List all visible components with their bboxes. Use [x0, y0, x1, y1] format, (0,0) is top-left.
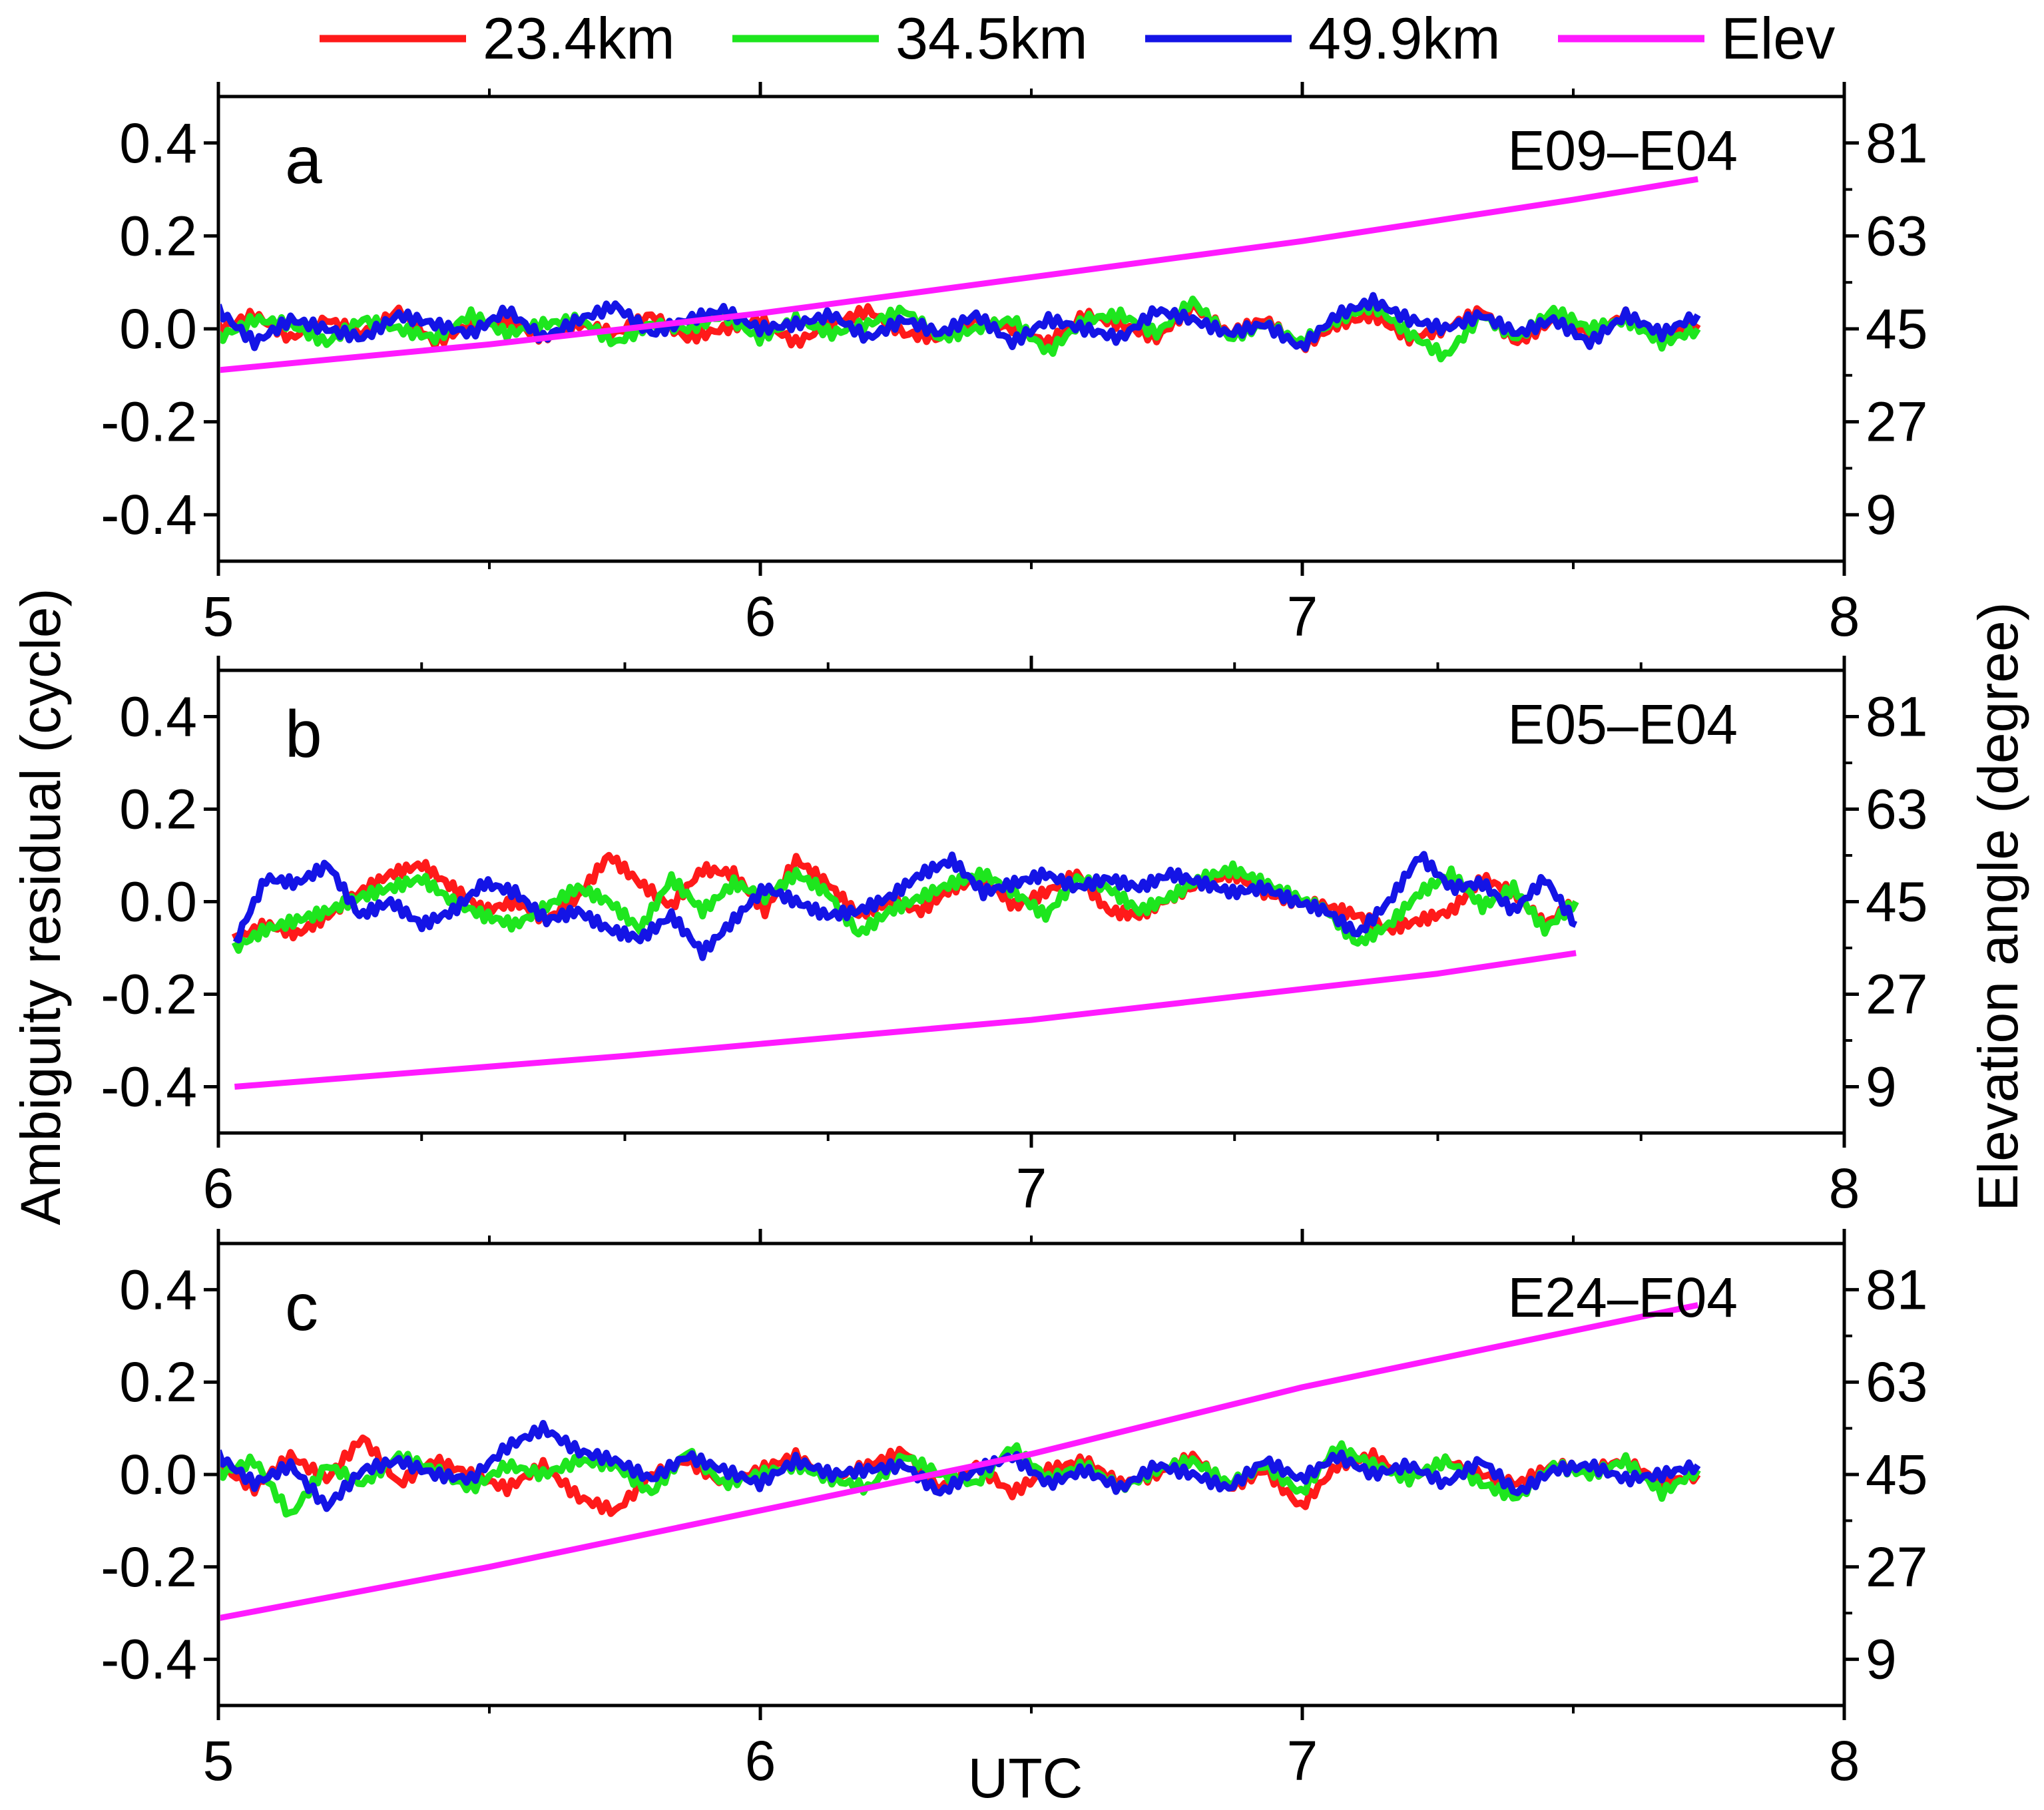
y2-tick-label: 45: [1866, 298, 1927, 360]
panel-letter: a: [285, 123, 322, 198]
y-tick-label: 0.0: [119, 298, 197, 360]
y2-tick-label: 27: [1866, 963, 1927, 1026]
plot-area: [220, 1302, 1701, 1621]
y-tick-label: -0.4: [101, 1628, 197, 1691]
x-tick-label: 7: [1016, 1157, 1047, 1220]
series-line-49-9km: [232, 851, 1578, 961]
series-line-49-9km: [220, 292, 1701, 352]
legend-label-49-9km: 49.9km: [1308, 5, 1501, 71]
satellite-pair-label: E24–E04: [1507, 1266, 1738, 1329]
y-tick-label: 0.0: [119, 1443, 197, 1506]
y2-tick-label: 27: [1866, 1536, 1927, 1598]
x-tick-label: 6: [203, 1157, 234, 1220]
y2-tick-label: 27: [1866, 391, 1927, 453]
y2-tick-label: 81: [1866, 112, 1927, 174]
satellite-pair-label: E09–E04: [1507, 119, 1738, 182]
y-tick-label: -0.4: [101, 1056, 197, 1118]
satellite-pair-label: E05–E04: [1507, 693, 1738, 756]
y2-tick-label: 63: [1866, 204, 1927, 267]
y2-tick-label: 9: [1866, 483, 1897, 546]
y2-axis-label: Elevation angle (degree): [1967, 602, 2029, 1211]
panel-a: 0.4 0.2 0.0 -0.2 -0.4 81 63 45 27 9 5 6 7 8 a E09–E04: [101, 82, 1927, 648]
y-tick-label: -0.2: [101, 391, 197, 453]
x-tick-label: 7: [1287, 585, 1318, 648]
x-axis-label: UTC: [968, 1747, 1083, 1809]
legend-label-23-4km: 23.4km: [483, 5, 675, 71]
panel-letter: c: [285, 1270, 318, 1345]
y2-tick-label: 81: [1866, 1258, 1927, 1321]
x-tick-label: 8: [1829, 1729, 1860, 1792]
y2-tick-label: 81: [1866, 686, 1927, 748]
series-line-elev: [234, 950, 1577, 1090]
panel-c: 0.4 0.2 0.0 -0.2 -0.4 81 63 45 27 9 5 6 7 8 c E24–E04: [101, 1229, 1927, 1792]
y2-tick-label: 9: [1866, 1628, 1897, 1691]
x-tick-label: 5: [203, 1729, 234, 1792]
y-tick-label: 0.2: [119, 204, 197, 267]
y-tick-label: 0.2: [119, 778, 197, 841]
y-tick-label: 0.2: [119, 1351, 197, 1413]
panel-letter: b: [285, 697, 322, 772]
series-line-elev: [220, 1302, 1699, 1621]
plot-area: [231, 851, 1579, 1090]
y-tick-label: 0.4: [119, 112, 197, 174]
y-tick-label: -0.2: [101, 963, 197, 1026]
series-line-34-5km: [220, 296, 1701, 363]
panel-b: 0.4 0.2 0.0 -0.2 -0.4 81 63 45 27 9 6 7 8 b E05–E04: [101, 656, 1927, 1220]
x-tick-label: 6: [745, 1729, 776, 1792]
x-tick-label: 7: [1287, 1729, 1318, 1792]
legend-label-34-5km: 34.5km: [895, 5, 1088, 71]
y2-tick-label: 45: [1866, 1443, 1927, 1506]
y-axis-label: Ambiguity residual (cycle): [9, 588, 72, 1226]
legend-label-elev: Elev: [1721, 5, 1835, 71]
y-tick-label: 0.4: [119, 686, 197, 748]
x-tick-label: 5: [203, 585, 234, 648]
legend: 23.4km 34.5km 49.9km Elev: [320, 5, 1835, 71]
x-tick-label: 8: [1829, 1157, 1860, 1220]
y2-tick-label: 9: [1866, 1056, 1897, 1118]
series-line-elev: [220, 176, 1698, 373]
y2-tick-label: 63: [1866, 778, 1927, 841]
y-tick-label: -0.2: [101, 1536, 197, 1598]
y2-tick-label: 45: [1866, 871, 1927, 933]
y-tick-label: 0.0: [119, 871, 197, 933]
plot-area: [220, 176, 1701, 373]
x-tick-label: 8: [1829, 585, 1860, 648]
y-tick-label: 0.4: [119, 1258, 197, 1321]
y-tick-label: -0.4: [101, 483, 197, 546]
x-tick-label: 6: [745, 585, 776, 648]
y2-tick-label: 63: [1866, 1351, 1927, 1413]
series-line-49-9km: [220, 1420, 1701, 1512]
